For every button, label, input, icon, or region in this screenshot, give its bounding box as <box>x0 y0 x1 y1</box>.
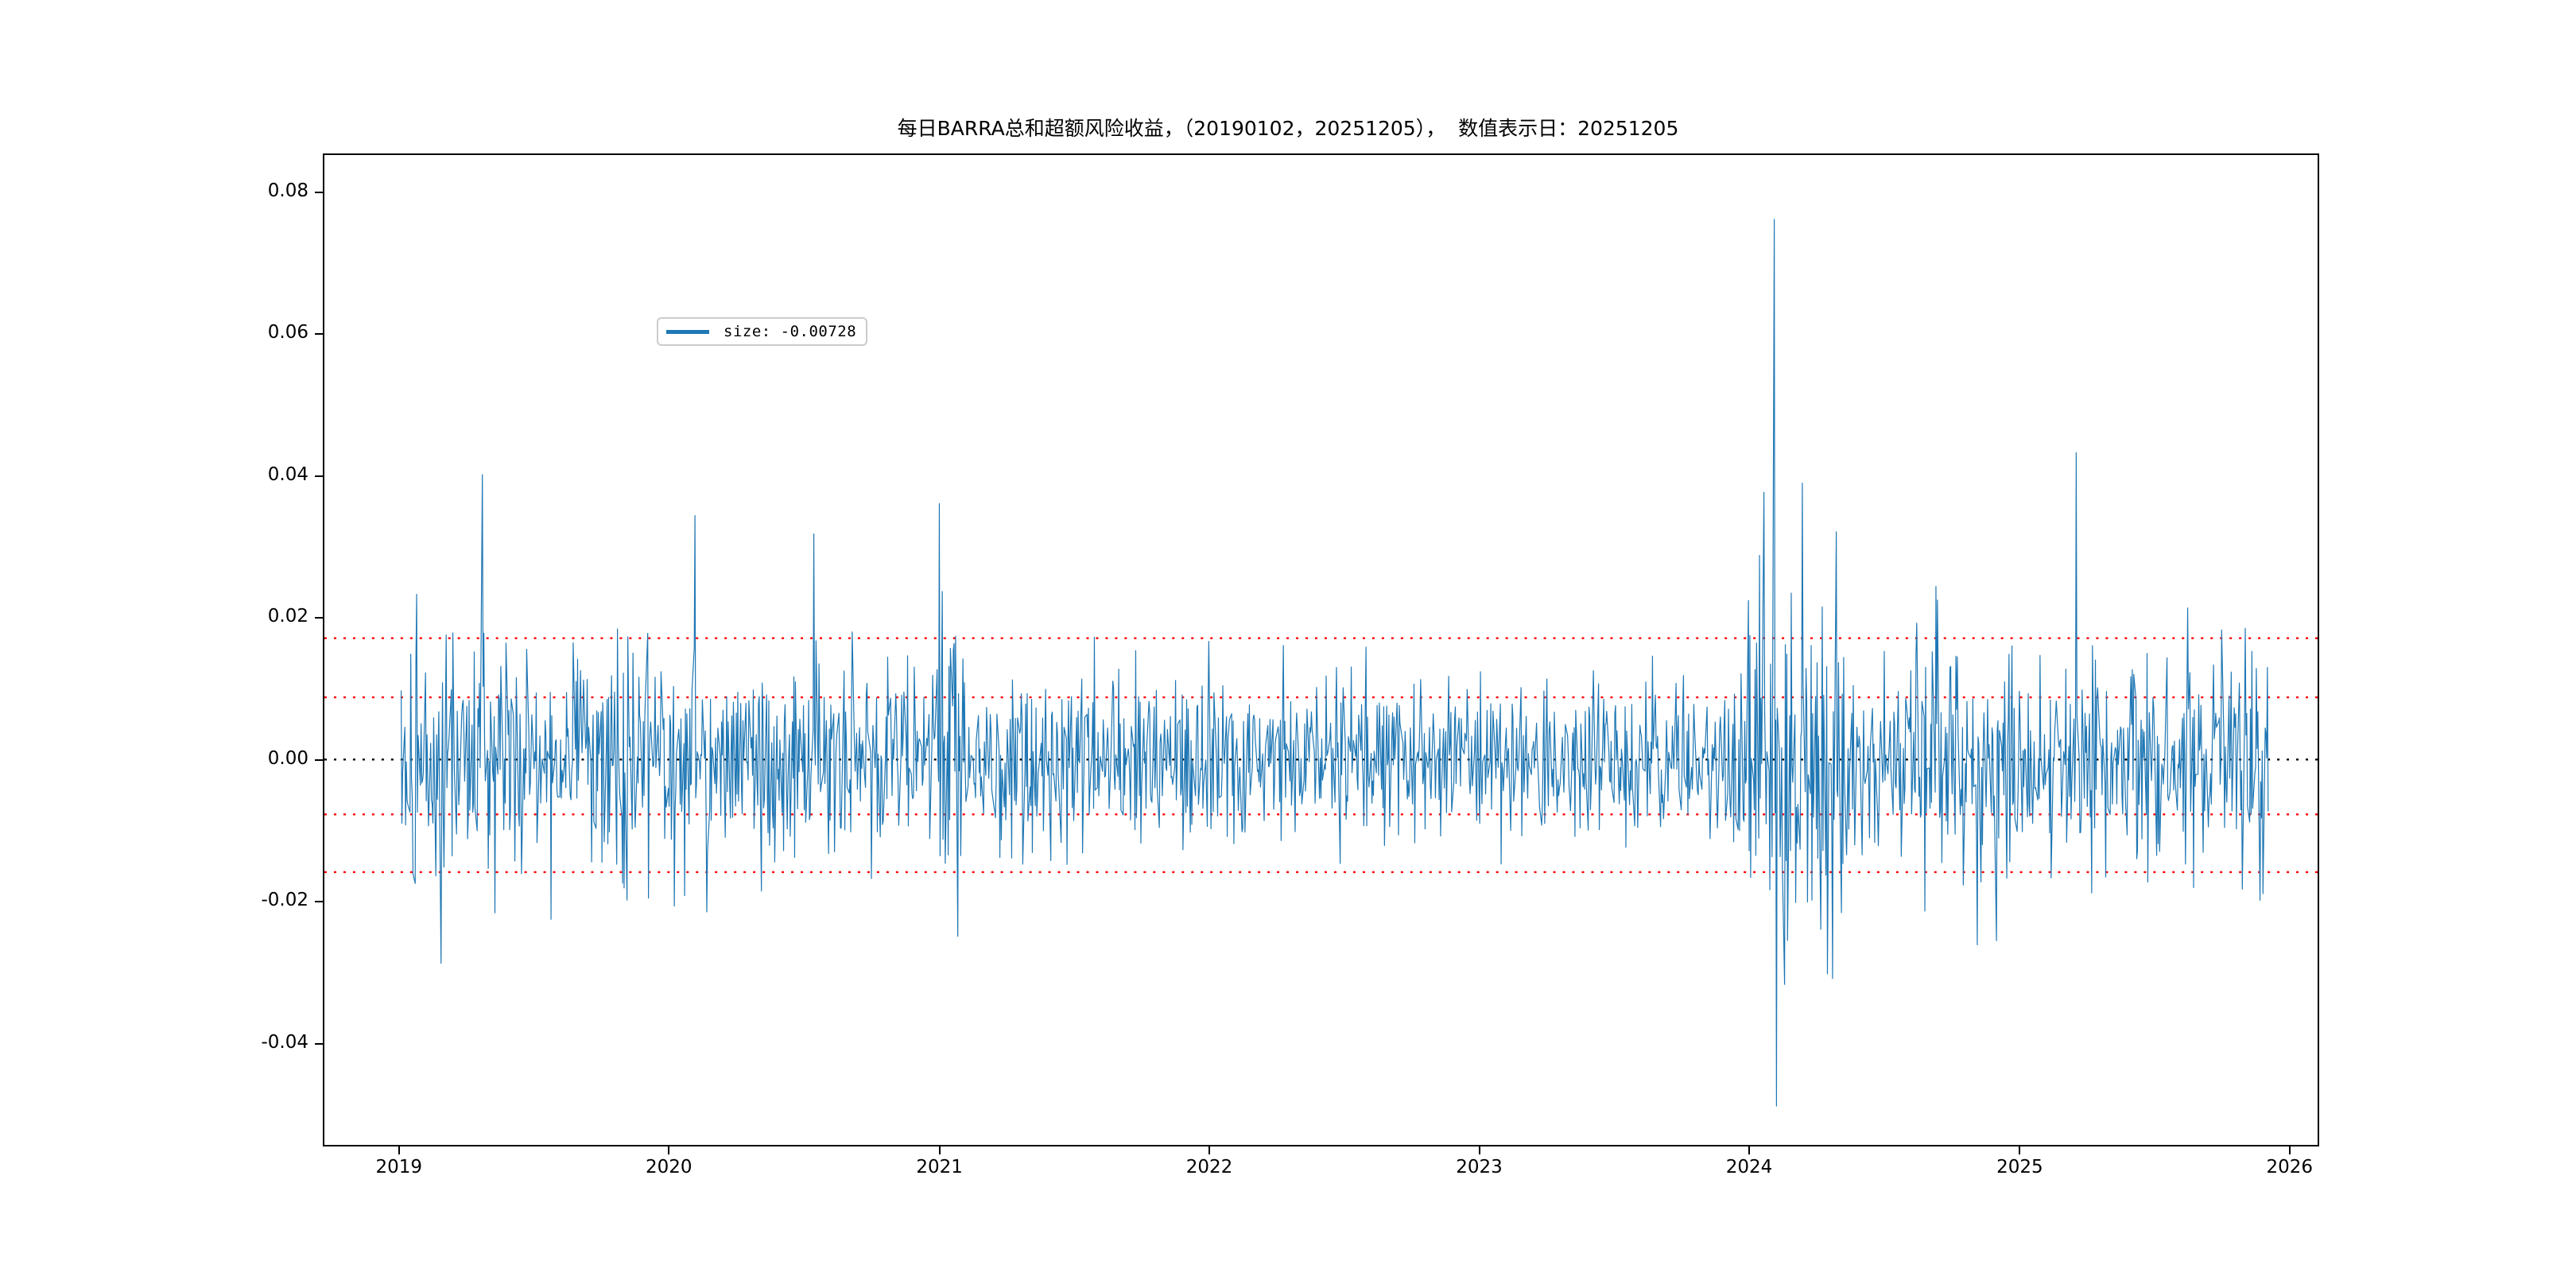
y-tick-mark <box>315 1042 323 1045</box>
y-tick-mark <box>315 333 323 336</box>
x-tick-mark <box>2288 1146 2291 1154</box>
x-tick-mark <box>1748 1146 1750 1154</box>
x-tick-label: 2023 <box>1456 1157 1503 1177</box>
page-title: 每日BARRA总和超额风险收益，（20190102，20251205）， 数值表… <box>897 117 1679 140</box>
legend: size: -0.00728 <box>657 317 868 346</box>
y-tick-mark <box>315 901 323 903</box>
x-tick-mark <box>398 1146 400 1154</box>
plot-canvas <box>324 219 2318 1107</box>
legend-label-size: size: -0.00728 <box>724 323 857 340</box>
y-tick-label: -0.04 <box>261 1031 308 1053</box>
x-tick-mark <box>938 1146 941 1154</box>
series-line-size <box>400 219 2269 1107</box>
legend-swatch-size <box>666 329 709 334</box>
y-tick-label: 0.02 <box>267 606 308 627</box>
series-lines-group <box>400 219 2269 1107</box>
x-tick-mark <box>2019 1146 2021 1154</box>
y-tick-label: 0.06 <box>267 322 308 343</box>
y-tick-label: 0.00 <box>267 747 308 769</box>
y-tick-label: 0.04 <box>267 464 308 485</box>
y-tick-label: 0.08 <box>267 180 308 202</box>
x-tick-label: 2019 <box>375 1157 423 1177</box>
x-tick-label: 2020 <box>645 1157 692 1177</box>
x-tick-label: 2022 <box>1185 1157 1233 1177</box>
x-tick-label: 2021 <box>916 1157 963 1177</box>
x-tick-mark <box>668 1146 670 1154</box>
y-tick-mark <box>315 758 323 761</box>
x-tick-mark <box>1478 1146 1480 1154</box>
y-tick-mark <box>315 192 323 194</box>
y-tick-mark <box>315 617 323 619</box>
x-tick-label: 2025 <box>1996 1157 2043 1177</box>
y-tick-mark <box>315 475 323 477</box>
plot-axes: size: -0.00728 <box>323 153 2319 1146</box>
x-tick-label: 2026 <box>2266 1157 2314 1177</box>
x-tick-label: 2024 <box>1725 1157 1773 1177</box>
y-tick-label: -0.02 <box>261 890 308 911</box>
x-tick-mark <box>1208 1146 1211 1154</box>
